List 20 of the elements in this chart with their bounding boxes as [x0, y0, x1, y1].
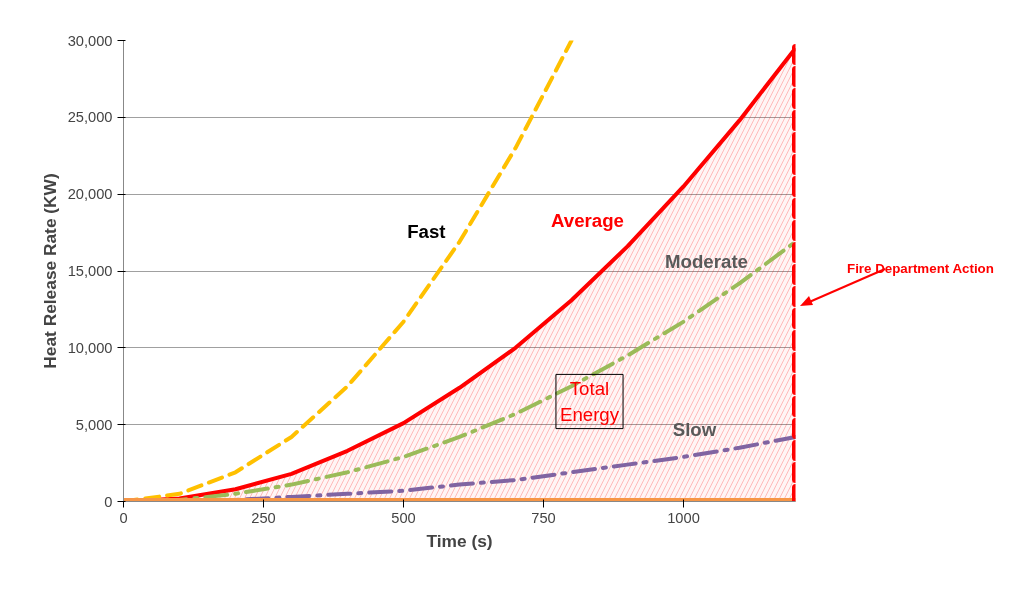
x-tick-label: 500 — [391, 509, 416, 526]
x-tick-label: 750 — [531, 509, 556, 526]
annotation: Total Energy — [559, 378, 620, 425]
x-tick-label: 1000 — [667, 509, 700, 526]
y-tick-label: 10,000 — [67, 339, 113, 356]
y-tick-label: 0 — [104, 493, 113, 510]
y-tick-label: 5,000 — [75, 416, 113, 433]
annotation: Average — [551, 210, 624, 231]
y-tick-label: 15,000 — [67, 263, 113, 279]
ref-line-label: Fire Department Action — [847, 260, 994, 278]
annotation: Moderate — [665, 251, 748, 272]
y-tick-label: 20,000 — [67, 186, 113, 203]
annotation: Fast — [407, 220, 446, 242]
y-tick-label: 30,000 — [67, 32, 113, 49]
y-axis-title: Heat Release Rate (KW) — [39, 173, 60, 369]
x-tick-label: 0 — [119, 509, 128, 526]
annotation: Slow — [672, 419, 717, 440]
x-axis-title: Time (s) — [426, 530, 493, 551]
x-tick-label: 250 — [251, 509, 276, 526]
y-tick-label: 25,000 — [67, 109, 113, 126]
